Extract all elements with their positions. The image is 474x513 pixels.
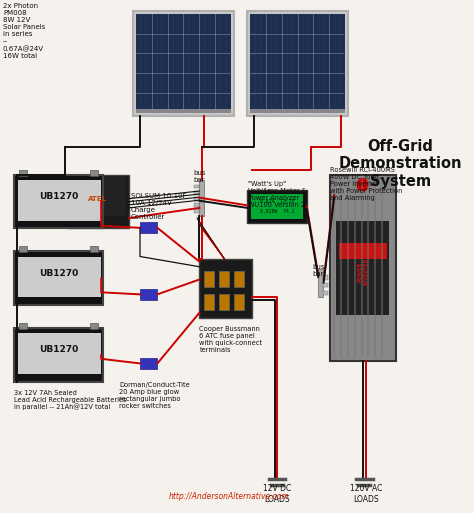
Bar xyxy=(133,11,234,116)
Bar xyxy=(250,109,345,113)
Text: UB1270: UB1270 xyxy=(39,269,79,278)
Bar xyxy=(14,251,103,305)
Circle shape xyxy=(99,218,103,223)
Bar xyxy=(19,169,27,175)
Text: Cooper Bussmann
6 ATC fuse panel
with quick-connect
terminals: Cooper Bussmann 6 ATC fuse panel with qu… xyxy=(200,326,263,352)
Text: UB1270: UB1270 xyxy=(39,192,79,201)
Text: 2x Photon
PM008
8W 12V
Solar Panels
in series
--
0.67A@24V
16W total: 2x Photon PM008 8W 12V Solar Panels in s… xyxy=(3,3,46,59)
Text: "Watt's Up"
Volt/Amp Meter &
Power Analyzer
WU100 Version 2: "Watt's Up" Volt/Amp Meter & Power Analy… xyxy=(248,181,307,208)
Circle shape xyxy=(78,218,83,223)
Bar xyxy=(90,323,98,329)
Bar xyxy=(194,191,200,194)
Bar xyxy=(194,185,200,188)
Text: http://AndersonAlternative.com: http://AndersonAlternative.com xyxy=(169,492,290,501)
Bar xyxy=(194,197,200,201)
Text: 0.47A  13.2V: 0.47A 13.2V xyxy=(260,199,294,204)
Bar xyxy=(194,203,200,207)
Bar xyxy=(200,259,252,318)
Bar xyxy=(337,221,389,314)
Text: ATEL: ATEL xyxy=(88,196,107,202)
Bar xyxy=(234,294,244,310)
Bar xyxy=(329,174,396,361)
Bar xyxy=(136,14,231,113)
Bar xyxy=(90,169,98,175)
Bar xyxy=(19,323,27,329)
Bar xyxy=(219,294,229,310)
Bar xyxy=(323,291,328,295)
Bar xyxy=(194,209,200,213)
Bar xyxy=(247,190,307,223)
Text: SOLSUM 10.10F
10A 12/24V
Charge
Controller: SOLSUM 10.10F 10A 12/24V Charge Controll… xyxy=(131,192,186,220)
Circle shape xyxy=(357,179,368,191)
Bar xyxy=(19,246,27,252)
Bar xyxy=(90,246,98,252)
Bar xyxy=(204,271,214,287)
Bar xyxy=(17,333,101,374)
Bar xyxy=(200,180,204,215)
Bar xyxy=(140,358,157,369)
Bar xyxy=(323,283,328,287)
Bar xyxy=(219,271,229,287)
Text: Dorman/Conduct-Tite
20 Amp blue glow
rectangular jumbo
rocker switches: Dorman/Conduct-Tite 20 Amp blue glow rec… xyxy=(119,382,190,409)
Bar xyxy=(250,14,345,113)
Bar xyxy=(234,271,244,287)
Text: Rosewill RCI-400MS
400W DC To AC
Power Inverter
with Power Protection
and Alarmi: Rosewill RCI-400MS 400W DC To AC Power I… xyxy=(329,167,402,201)
Bar xyxy=(318,269,323,298)
Bar xyxy=(204,294,214,310)
Bar xyxy=(247,11,348,116)
Bar xyxy=(323,275,328,280)
Text: UB1270: UB1270 xyxy=(39,345,79,354)
Text: bus
bar: bus bar xyxy=(193,169,206,183)
Text: POWER
INVERTER: POWER INVERTER xyxy=(357,258,368,285)
Text: 120V AC
LOADS: 120V AC LOADS xyxy=(350,484,383,504)
Bar xyxy=(140,289,157,300)
Bar xyxy=(14,328,103,382)
Text: 3x 12V 7Ah Sealed
Lead Acid Rechargeable Batteries
in parallel -- 21Ah@12V total: 3x 12V 7Ah Sealed Lead Acid Rechargeable… xyxy=(14,389,127,410)
Text: 12V DC
LOADS: 12V DC LOADS xyxy=(263,484,291,504)
Bar xyxy=(67,174,128,228)
Text: Off-Grid
Demonstration
System: Off-Grid Demonstration System xyxy=(338,139,462,189)
Text: 8.810W  74.2: 8.810W 74.2 xyxy=(260,209,294,214)
Bar xyxy=(17,256,101,298)
Circle shape xyxy=(88,218,93,223)
Bar xyxy=(69,177,126,215)
Bar xyxy=(136,109,231,113)
Bar xyxy=(140,222,157,233)
Bar xyxy=(17,180,101,221)
Bar xyxy=(339,243,387,259)
Bar xyxy=(251,194,303,219)
Text: bus
bar: bus bar xyxy=(312,264,324,277)
Bar xyxy=(14,174,103,228)
